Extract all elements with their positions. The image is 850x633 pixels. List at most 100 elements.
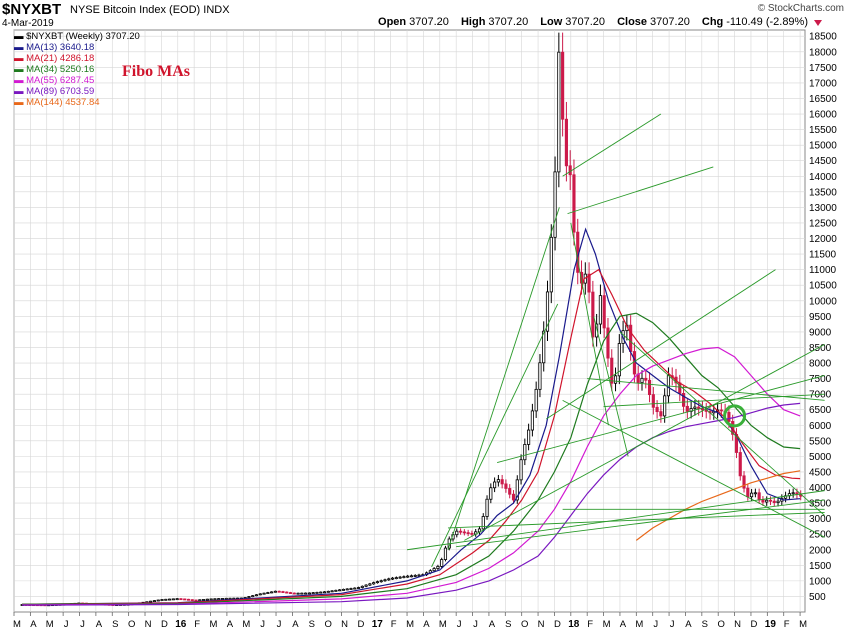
candle-up [262,592,266,595]
x-tick-label: D [751,619,758,630]
candle-up [330,590,334,593]
x-tick-label: N [341,619,348,630]
y-tick-label: 6000 [809,421,832,432]
candle-down [470,532,474,535]
legend-text: MA(89) 6703.59 [26,86,95,97]
y-tick-label: 9500 [809,312,832,323]
y-tick-label: 5000 [809,452,832,463]
ma-line [22,346,801,606]
trendline [464,343,825,541]
candle-down [719,409,723,412]
x-tick-label: N [734,619,741,630]
trendline [587,378,825,401]
candle-up [413,575,417,577]
candle-down [761,499,765,503]
x-tick-label: M [406,619,414,630]
candle-up [489,487,493,500]
candle-up [341,588,345,591]
candle-down [610,357,614,384]
x-tick-label: M [799,619,807,630]
candle-up [595,323,599,338]
candle-down [685,405,689,412]
legend-swatch: ▬ [14,31,27,42]
trendline [603,393,825,408]
y-tick-label: 8500 [809,343,832,354]
candle-down [179,598,183,601]
candle-down [194,599,198,602]
candle-up [538,362,542,390]
candle-up [557,51,561,173]
candle-up [791,492,795,495]
x-tick-label: A [30,619,37,630]
candle-up [149,600,153,603]
candle-down [190,599,194,602]
legend-text: MA(21) 4286.18 [26,53,95,64]
x-tick-label: A [423,619,430,630]
candle-up [375,581,380,584]
candle-up [530,410,534,431]
candle-up [598,295,602,325]
candle-up [156,599,160,602]
x-tick-label: J [277,619,282,630]
candle-up [750,492,754,498]
x-tick-label: M [603,619,611,630]
x-tick-label: J [653,619,658,630]
candle-down [659,411,663,417]
x-tick-label: D [161,619,168,630]
candle-up [296,592,300,595]
x-tick-label: M [210,619,218,630]
chart-title: NYSE Bitcoin Index (EOD) INDX [70,4,230,16]
candle-down [186,598,191,601]
candle-up [753,492,757,495]
fibo-annotation: Fibo MAs [122,63,190,80]
y-tick-label: 16000 [809,110,837,121]
y-tick-label: 15000 [809,141,837,152]
candle-up [160,599,164,601]
y-tick-label: 7000 [809,390,832,401]
candle-up [266,592,270,594]
candle-up [542,330,546,364]
candle-down [579,271,584,284]
candle-up [693,406,697,409]
y-tick-label: 7500 [809,374,832,385]
candle-up [417,574,421,577]
candle-up [300,592,304,595]
x-tick-label: M [13,619,21,630]
x-tick-label: S [309,619,315,630]
legend-swatch: ▬ [14,97,27,108]
candle-up [164,598,168,601]
x-tick-label: M [439,619,447,630]
y-tick-label: 4000 [809,483,832,494]
candle-up [515,479,519,501]
candle-up [349,588,353,590]
candle-up [311,592,315,595]
candle-up [617,343,621,377]
x-tick-label: D [554,619,561,630]
down-triangle-icon [814,20,822,26]
candle-up [519,459,523,481]
candle-up [613,375,618,384]
candle-up [545,291,550,332]
candle-up [224,597,228,600]
candle-up [273,590,277,593]
candle-down [697,406,701,409]
candle-down [587,273,591,293]
y-tick-label: 9000 [809,327,832,338]
y-tick-label: 18500 [809,32,837,43]
y-tick-label: 500 [809,592,826,603]
x-tick-label: A [292,619,299,630]
ma-line [22,402,801,606]
y-tick-label: 4500 [809,467,832,478]
high-value: 3707.20 [488,16,529,28]
candle-down [606,327,610,359]
x-tick-label: M [635,619,643,630]
candle-down [647,379,652,396]
candle-down [742,475,746,489]
open-label: Open [378,16,407,28]
ma-line [22,312,801,605]
index-name: NYSE Bitcoin Index (EOD) [70,4,201,16]
x-tick-label: M [242,619,250,630]
x-tick-label: S [505,619,511,630]
exchange-label: INDX [203,4,230,16]
